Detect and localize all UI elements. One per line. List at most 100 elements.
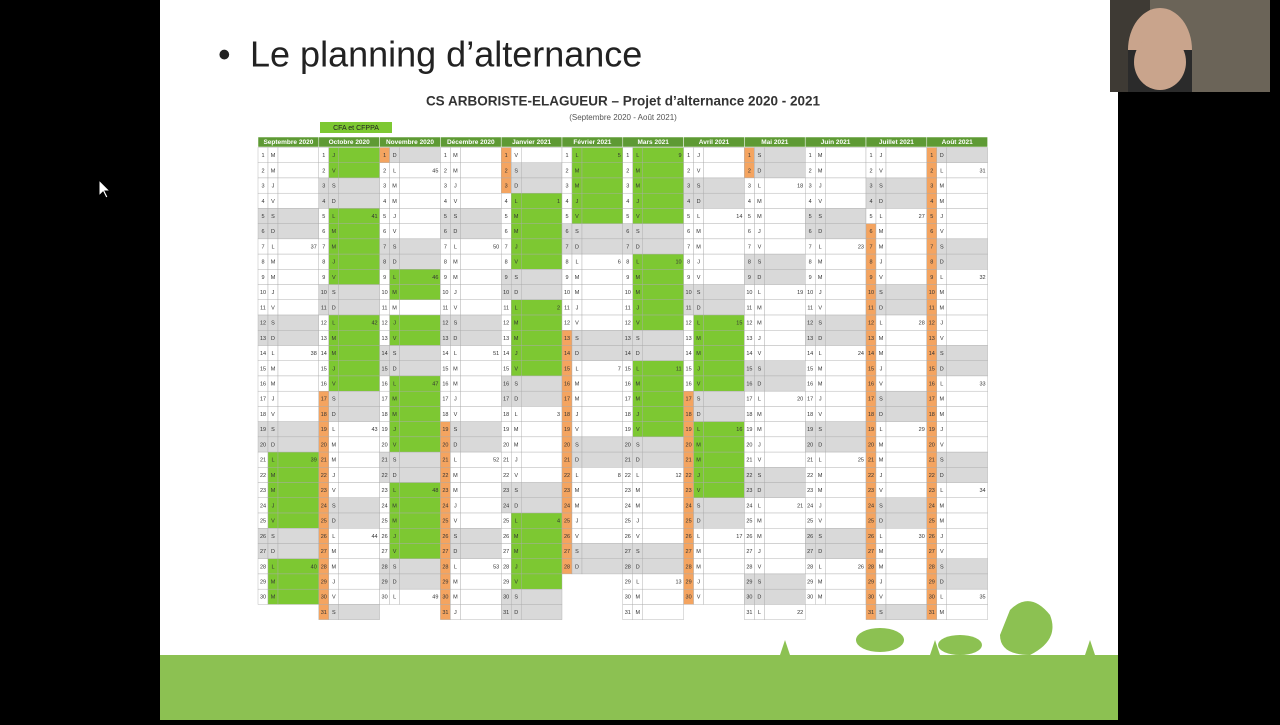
weekday: M [271,153,276,159]
day-cell [825,299,867,316]
weekday: S [879,290,883,296]
day-number: 3 [505,184,508,190]
day-cell [581,253,623,270]
day-number: 22 [564,473,570,479]
weekday: M [940,184,945,190]
day-cell [521,528,563,544]
day-number: 10 [868,290,874,296]
weekday: M [271,382,276,388]
weekday: J [697,366,700,372]
day-cell [521,421,563,438]
week-number: 15 [736,321,742,327]
week-number: 5 [618,153,621,159]
week-number: 8 [618,473,621,479]
day-number: 15 [868,366,874,372]
day-cell [460,390,502,407]
weekday: J [697,260,700,266]
day-cell [642,604,684,620]
day-number: 27 [746,549,752,555]
day-cell [399,238,441,255]
day-cell [460,512,502,529]
day-cell [277,497,319,514]
weekday: M [575,290,580,296]
weekday: D [636,351,640,357]
day-cell [521,436,563,453]
day-number: 13 [807,336,813,342]
day-number: 6 [383,229,386,235]
day-number: 16 [503,382,509,388]
weekday: S [393,458,397,464]
day-number: 9 [930,275,933,281]
day-number: 21 [929,458,935,464]
weekday: J [697,580,700,586]
weekday: S [514,595,518,601]
weekday: M [271,275,276,281]
day-cell [703,543,745,559]
day-cell [703,451,745,468]
weekday: D [393,366,397,372]
weekday: M [271,168,276,174]
weekday: L [575,260,578,266]
weekday: M [392,503,397,509]
day-number: 28 [868,564,874,570]
weekday: S [271,534,275,540]
day-number: 28 [260,564,266,570]
day-cell [703,269,745,285]
day-cell [521,162,563,179]
day-number: 18 [260,412,266,418]
day-number: 29 [321,580,327,586]
day-number: 3 [930,184,933,190]
day-number: 26 [686,534,692,540]
weekday: M [453,366,458,372]
day-cell [338,604,380,620]
weekday: V [514,473,518,479]
day-number: 18 [442,412,448,418]
week-number: 50 [493,244,499,250]
weekday: V [636,214,640,220]
weekday: D [757,382,761,388]
weekday: V [940,229,944,235]
weekday: S [758,260,762,266]
day-cell [885,147,927,163]
weekday: M [575,184,580,190]
month-name: Février 2021 [573,139,611,146]
day-cell [764,223,806,240]
week-number: 46 [432,275,438,281]
weekday: D [818,549,822,555]
day-cell [946,497,988,514]
day-number: 21 [382,458,388,464]
weekday: D [879,519,883,525]
day-cell [338,406,380,422]
day-cell [399,497,441,514]
day-number: 21 [625,458,631,464]
weekday: L [515,412,518,418]
weekday: V [393,229,397,235]
weekday: D [697,412,701,418]
weekday: D [514,503,518,509]
day-number: 3 [322,184,325,190]
day-number: 25 [382,519,388,525]
weekday: J [758,549,761,555]
day-number: 4 [869,199,872,205]
day-cell [399,208,441,224]
day-number: 13 [503,336,509,342]
weekday: S [514,488,518,494]
day-number: 19 [564,427,570,433]
day-cell [460,406,502,422]
weekday: S [697,503,701,509]
day-number: 31 [503,610,509,616]
cursor [98,178,112,199]
day-cell [521,573,563,590]
day-number: 2 [505,168,508,174]
day-number: 23 [746,488,752,494]
weekday: S [514,168,518,174]
day-number: 26 [929,534,935,540]
weekday: S [636,549,640,555]
day-number: 25 [686,519,692,525]
day-cell [703,238,745,255]
weekday: D [332,199,336,205]
weekday: L [332,534,335,540]
day-cell [399,177,441,194]
weekday: D [271,549,275,555]
day-number: 26 [260,534,266,540]
